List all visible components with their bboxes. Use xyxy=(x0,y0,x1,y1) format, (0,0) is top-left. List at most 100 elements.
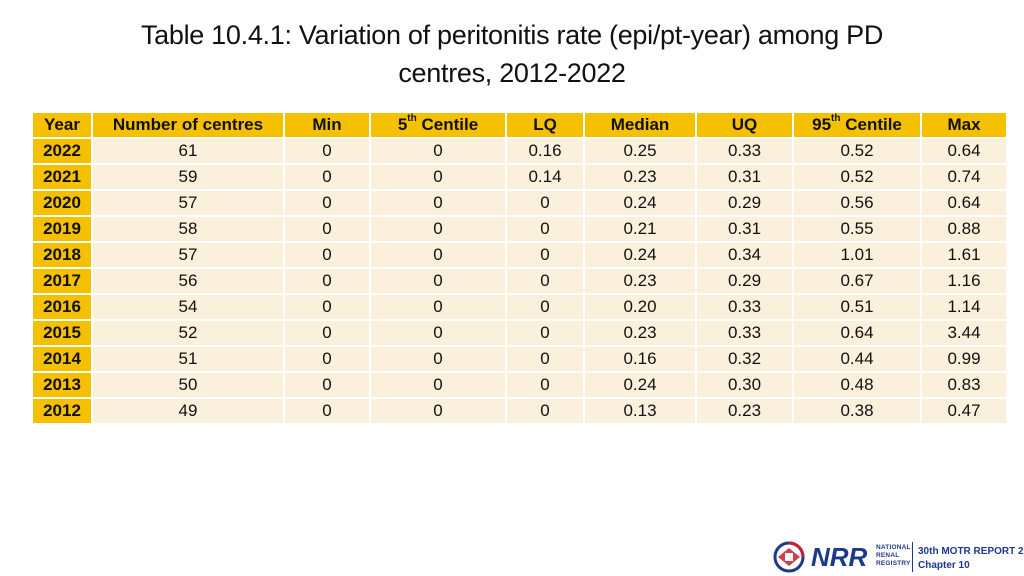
col-header-uq: UQ xyxy=(697,113,792,137)
cell-95th-centile: 0.51 xyxy=(794,295,920,319)
col-header-max: Max xyxy=(922,113,1006,137)
table-row: 2016 54 0 0 0 0.20 0.33 0.51 1.14 xyxy=(33,295,1006,319)
nrr-logo: NRR xyxy=(811,542,868,572)
cell-uq: 0.30 xyxy=(697,373,792,397)
col-header-lq: LQ xyxy=(507,113,583,137)
cell-year: 2013 xyxy=(33,373,91,397)
cell-median: 0.24 xyxy=(585,243,695,267)
cell-uq: 0.32 xyxy=(697,347,792,371)
cell-min: 0 xyxy=(285,347,369,371)
col-header-year: Year xyxy=(33,113,91,137)
cell-lq: 0 xyxy=(507,399,583,423)
report-chapter: Chapter 10 xyxy=(918,560,970,571)
cell-year: 2021 xyxy=(33,165,91,189)
cell-centres: 61 xyxy=(93,139,283,163)
cell-year: 2017 xyxy=(33,269,91,293)
cell-95th-centile: 0.38 xyxy=(794,399,920,423)
col-header-5th-centile: 5th Centile xyxy=(371,113,505,137)
peritonitis-rate-table: Year Number of centres Min 5th Centile L… xyxy=(31,111,1008,425)
cell-uq: 0.31 xyxy=(697,217,792,241)
table-row: 2020 57 0 0 0 0.24 0.29 0.56 0.64 xyxy=(33,191,1006,215)
table-row: 2021 59 0 0 0.14 0.23 0.31 0.52 0.74 xyxy=(33,165,1006,189)
header-row: Year Number of centres Min 5th Centile L… xyxy=(33,113,1006,137)
cell-median: 0.16 xyxy=(585,347,695,371)
cell-max: 0.88 xyxy=(922,217,1006,241)
cell-95th-centile: 0.56 xyxy=(794,191,920,215)
cell-95th-centile: 0.52 xyxy=(794,139,920,163)
cell-min: 0 xyxy=(285,217,369,241)
cell-uq: 0.29 xyxy=(697,191,792,215)
table-row: 2018 57 0 0 0 0.24 0.34 1.01 1.61 xyxy=(33,243,1006,267)
cell-lq: 0 xyxy=(507,269,583,293)
cell-lq: 0 xyxy=(507,373,583,397)
cell-uq: 0.33 xyxy=(697,139,792,163)
table-row: 2019 58 0 0 0 0.21 0.31 0.55 0.88 xyxy=(33,217,1006,241)
cell-95th-centile: 0.64 xyxy=(794,321,920,345)
cell-uq: 0.29 xyxy=(697,269,792,293)
cell-5th-centile: 0 xyxy=(371,165,505,189)
cell-5th-centile: 0 xyxy=(371,139,505,163)
cell-year: 2015 xyxy=(33,321,91,345)
report-label: 30th MOTR REPORT 2022 Chapter 10 xyxy=(918,545,1024,573)
cell-min: 0 xyxy=(285,165,369,189)
cell-centres: 52 xyxy=(93,321,283,345)
cell-centres: 54 xyxy=(93,295,283,319)
cell-95th-centile: 0.48 xyxy=(794,373,920,397)
footer-branding: NRR NATIONAL RENAL REGISTRY 30th MOTR RE… xyxy=(770,538,1024,576)
col-header-centres: Number of centres xyxy=(93,113,283,137)
cell-lq: 0 xyxy=(507,243,583,267)
cell-max: 1.16 xyxy=(922,269,1006,293)
cell-uq: 0.23 xyxy=(697,399,792,423)
title-line-2: centres, 2012-2022 xyxy=(398,58,626,88)
cell-median: 0.23 xyxy=(585,165,695,189)
cell-median: 0.20 xyxy=(585,295,695,319)
table-row: 2015 52 0 0 0 0.23 0.33 0.64 3.44 xyxy=(33,321,1006,345)
cell-5th-centile: 0 xyxy=(371,347,505,371)
table-row: 2022 61 0 0 0.16 0.25 0.33 0.52 0.64 xyxy=(33,139,1006,163)
col-header-median: Median xyxy=(585,113,695,137)
cell-max: 3.44 xyxy=(922,321,1006,345)
page-title: Table 10.4.1: Variation of peritonitis r… xyxy=(40,16,984,92)
registry-name: NATIONAL RENAL REGISTRY xyxy=(876,544,911,568)
cell-min: 0 xyxy=(285,295,369,319)
cell-min: 0 xyxy=(285,373,369,397)
cell-95th-centile: 0.67 xyxy=(794,269,920,293)
table-row: 2014 51 0 0 0 0.16 0.32 0.44 0.99 xyxy=(33,347,1006,371)
cell-lq: 0 xyxy=(507,321,583,345)
cell-max: 0.99 xyxy=(922,347,1006,371)
cell-min: 0 xyxy=(285,191,369,215)
cell-lq: 0 xyxy=(507,217,583,241)
registry-name-line-2: RENAL xyxy=(876,552,900,559)
cell-95th-centile: 0.52 xyxy=(794,165,920,189)
cell-lq: 0 xyxy=(507,347,583,371)
cell-median: 0.23 xyxy=(585,269,695,293)
footer-divider xyxy=(912,542,913,572)
cell-centres: 51 xyxy=(93,347,283,371)
cell-5th-centile: 0 xyxy=(371,191,505,215)
cell-uq: 0.33 xyxy=(697,295,792,319)
cell-centres: 57 xyxy=(93,243,283,267)
cell-max: 0.83 xyxy=(922,373,1006,397)
cell-95th-centile: 0.44 xyxy=(794,347,920,371)
cell-centres: 50 xyxy=(93,373,283,397)
cell-max: 0.64 xyxy=(922,139,1006,163)
title-line-1: Table 10.4.1: Variation of peritonitis r… xyxy=(140,20,884,50)
table-row: 2012 49 0 0 0 0.13 0.23 0.38 0.47 xyxy=(33,399,1006,423)
cell-5th-centile: 0 xyxy=(371,399,505,423)
cell-median: 0.23 xyxy=(585,321,695,345)
cell-max: 0.74 xyxy=(922,165,1006,189)
cell-max: 0.47 xyxy=(922,399,1006,423)
cell-5th-centile: 0 xyxy=(371,217,505,241)
cell-median: 0.25 xyxy=(585,139,695,163)
cell-max: 1.61 xyxy=(922,243,1006,267)
cell-median: 0.21 xyxy=(585,217,695,241)
cell-median: 0.13 xyxy=(585,399,695,423)
cell-median: 0.24 xyxy=(585,191,695,215)
cell-uq: 0.34 xyxy=(697,243,792,267)
cell-lq: 0 xyxy=(507,191,583,215)
col-header-min: Min xyxy=(285,113,369,137)
cell-lq: 0.16 xyxy=(507,139,583,163)
cell-min: 0 xyxy=(285,399,369,423)
registry-name-line-3: REGISTRY xyxy=(876,560,911,567)
registry-emblem-icon xyxy=(773,541,805,573)
